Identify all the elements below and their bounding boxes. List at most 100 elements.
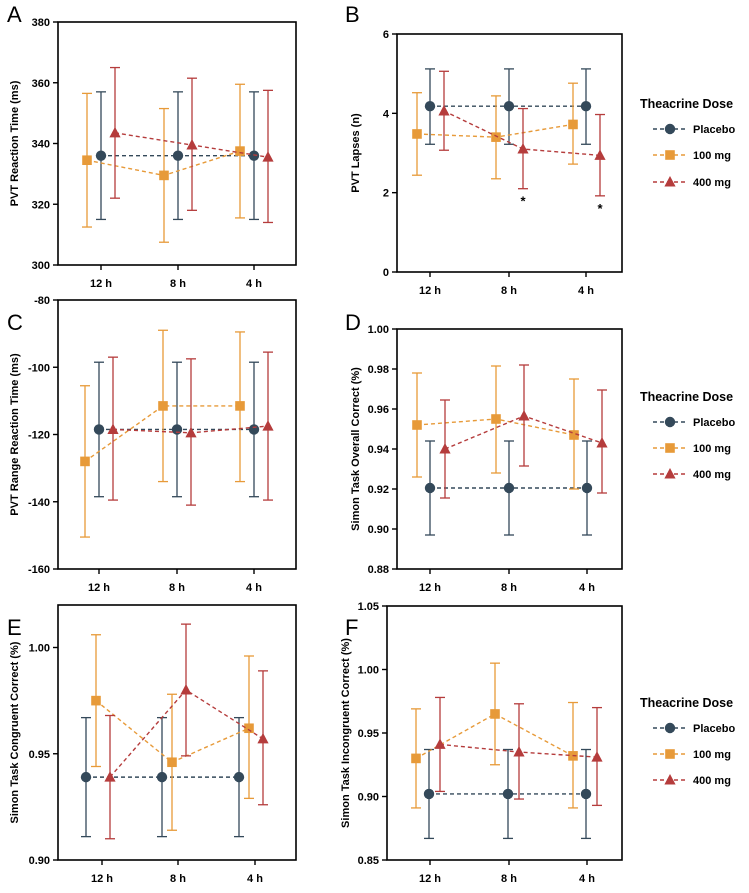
data-point-100-mg: [491, 414, 501, 424]
panel-letter: D: [345, 310, 361, 335]
legend-title: Theacrine Dose: [640, 390, 733, 404]
plot-frame: [57, 21, 297, 266]
legend-label: 100 mg: [693, 749, 731, 761]
data-point-400-mg: [107, 423, 119, 434]
data-point-100-mg: [412, 129, 422, 139]
x-tick-label: 12 h: [419, 285, 441, 297]
x-tick-label: 12 h: [88, 582, 110, 594]
significance-star: *: [520, 194, 526, 209]
data-point-100-mg: [411, 753, 421, 764]
y-tick-label: -120: [28, 430, 50, 442]
x-tick-label: 4 h: [246, 278, 262, 290]
legend-marker-triangle: [664, 774, 676, 785]
y-tick-label: 0.98: [368, 364, 389, 376]
panel-letter: B: [345, 2, 360, 27]
data-point-400-mg: [185, 426, 197, 438]
y-tick-label: 340: [32, 139, 50, 151]
plot-frame: [386, 605, 623, 861]
data-point-placebo: [95, 150, 107, 161]
y-tick-label: 0.90: [358, 792, 379, 804]
data-point-400-mg: [262, 151, 274, 162]
data-point-placebo: [172, 150, 184, 161]
panel-letter: F: [345, 615, 358, 640]
y-tick-label: 6: [383, 29, 389, 41]
x-tick-label: 8 h: [170, 873, 186, 885]
data-point-placebo: [233, 771, 245, 783]
panel-letter: C: [7, 310, 23, 335]
data-point-100-mg: [235, 401, 245, 411]
x-tick-label: 8 h: [501, 582, 517, 594]
legend-marker-square: [665, 443, 675, 453]
y-tick-label: 1.05: [358, 601, 379, 613]
data-point-100-mg: [82, 155, 92, 166]
data-point-400-mg: [109, 126, 121, 138]
y-tick-label: 380: [32, 17, 50, 29]
data-point-100-mg: [91, 695, 101, 706]
data-point-100-mg: [158, 401, 168, 411]
data-point-100-mg: [244, 723, 254, 734]
data-point-placebo: [503, 100, 515, 112]
data-point-100-mg: [569, 430, 579, 440]
data-point-400-mg: [438, 104, 450, 116]
chart-panel-e: E 0.90 0.95 1.00 12 h 8 h 4 h Simon Task Congru…: [7, 604, 297, 885]
data-point-placebo: [80, 771, 92, 783]
data-point-400-mg: [434, 738, 446, 749]
data-point-100-mg: [490, 709, 500, 719]
plot-frame: [57, 604, 297, 861]
legend-label: 400 mg: [693, 177, 731, 189]
data-point-100-mg: [159, 170, 169, 181]
legend-label: 400 mg: [693, 775, 731, 787]
panel-letter: E: [7, 615, 22, 640]
data-point-placebo: [156, 771, 168, 783]
y-tick-label: 0.85: [358, 855, 379, 867]
y-axis-label: Simon Task Incongruent Correct (%): [340, 638, 352, 828]
data-point-placebo: [171, 424, 183, 435]
legend-1: Theacrine Dose Placebo 100 mg 400 mg: [640, 97, 735, 189]
data-point-400-mg: [594, 149, 606, 160]
chart-panel-a: A 300 320 340 360 380 12 h 8 h 4 h PVT Reaction T…: [7, 2, 297, 290]
y-tick-label: 0.88: [368, 564, 389, 576]
data-point-placebo: [581, 482, 593, 494]
legend-2: Theacrine Dose Placebo 100 mg 400 mg: [640, 390, 735, 481]
x-tick-label: 8 h: [170, 278, 186, 290]
x-tick-label: 12 h: [419, 873, 441, 885]
y-tick-label: 0.95: [358, 728, 379, 740]
data-point-400-mg: [596, 437, 608, 448]
data-point-100-mg: [167, 757, 177, 768]
data-point-400-mg: [104, 771, 116, 782]
data-point-400-mg: [186, 139, 198, 150]
data-point-400-mg: [591, 751, 603, 762]
x-tick-label: 12 h: [91, 873, 113, 885]
legend-label: Placebo: [693, 417, 735, 429]
data-point-placebo: [423, 788, 435, 800]
x-tick-label: 4 h: [579, 873, 595, 885]
x-tick-label: 12 h: [90, 278, 112, 290]
y-tick-label: 0.90: [29, 855, 50, 867]
legend-marker-triangle: [664, 176, 676, 187]
significance-star: *: [597, 201, 603, 216]
chart-panel-f: F 0.85 0.90 0.95 1.00 1.05 12 h 8 h 4 h Simon Tas…: [340, 601, 623, 885]
data-point-100-mg: [412, 420, 422, 430]
x-tick-label: 8 h: [169, 582, 185, 594]
data-point-400-mg: [180, 684, 192, 695]
y-tick-label: 1.00: [368, 324, 389, 336]
y-tick-label: 320: [32, 199, 50, 211]
y-tick-label: -140: [28, 497, 50, 509]
data-point-placebo: [580, 100, 592, 112]
x-tick-label: 4 h: [578, 285, 594, 297]
y-tick-label: 4: [383, 108, 390, 120]
legend-marker-circle: [664, 722, 676, 734]
y-axis-label: Simon Task Overall Correct (%): [350, 367, 362, 531]
data-point-400-mg: [518, 410, 530, 421]
legend-label: Placebo: [693, 124, 735, 136]
x-tick-label: 8 h: [501, 873, 517, 885]
y-tick-label: 2: [383, 188, 389, 200]
legend-label: 100 mg: [693, 443, 731, 455]
x-tick-label: 4 h: [579, 582, 595, 594]
y-tick-label: 0: [383, 267, 389, 279]
data-point-400-mg: [262, 420, 274, 431]
x-tick-label: 4 h: [247, 873, 263, 885]
legend-marker-circle: [664, 123, 676, 135]
data-point-400-mg: [517, 143, 529, 154]
